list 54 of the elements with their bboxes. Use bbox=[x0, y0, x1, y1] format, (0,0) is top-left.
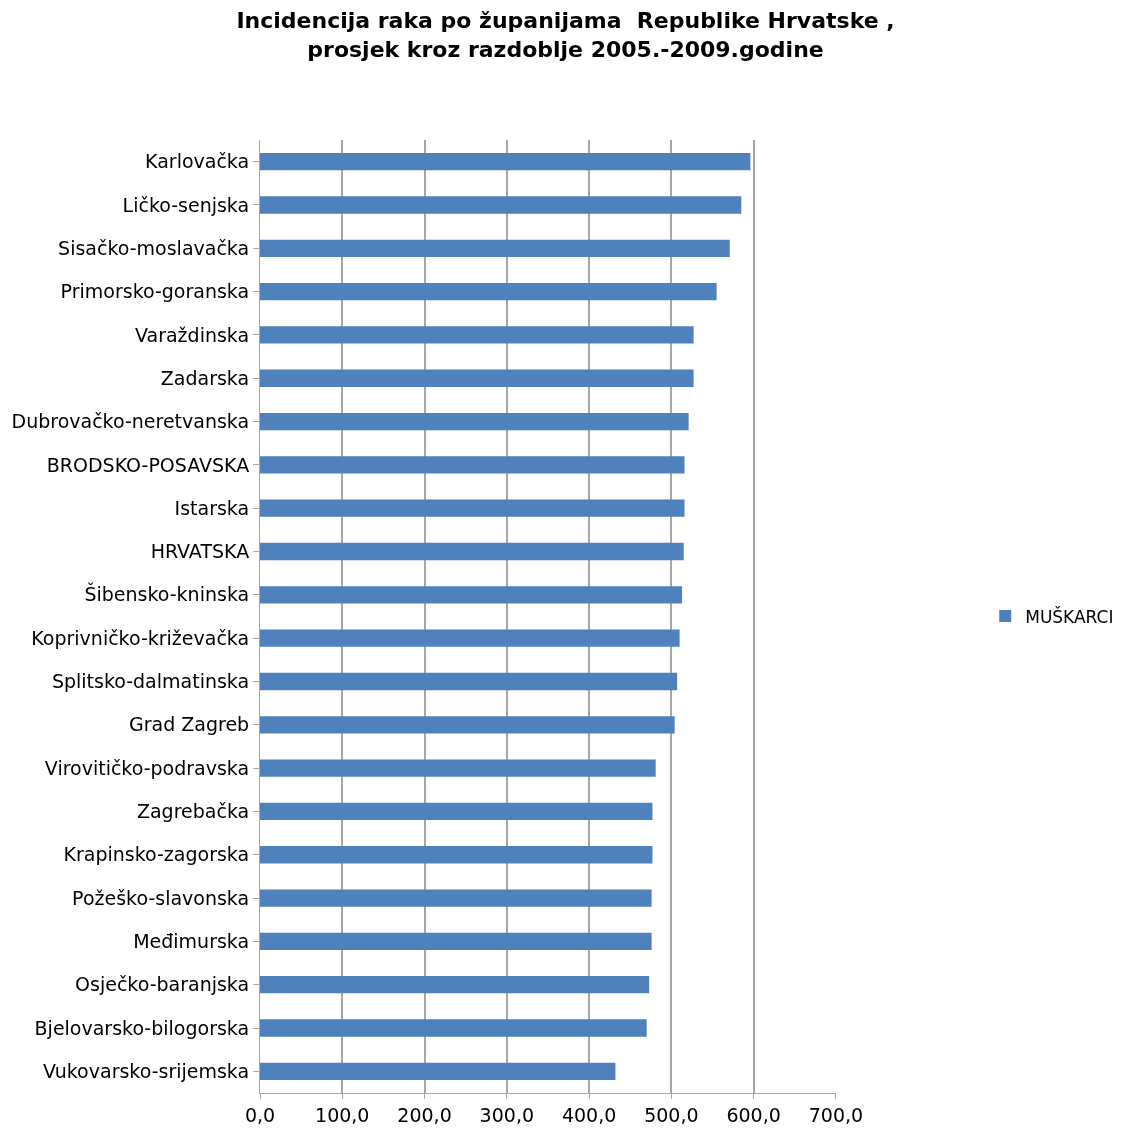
bar bbox=[260, 326, 694, 344]
bar bbox=[260, 412, 689, 431]
bar bbox=[260, 456, 685, 474]
y-tick-label: HRVATSKA bbox=[150, 540, 250, 563]
y-tick-label: Krapinsko-zagorska bbox=[63, 843, 250, 866]
y-tick-label: Osječko-baranjska bbox=[75, 973, 250, 996]
y-tick-label: Karlovačka bbox=[145, 150, 250, 173]
y-tick-label: Dubrovačko-neretvanska bbox=[11, 410, 250, 433]
bar bbox=[260, 196, 742, 214]
y-tick-label: Sisačko-moslavačka bbox=[58, 236, 250, 259]
bar bbox=[260, 802, 653, 821]
y-tick-label: Splitsko-dalmatinska bbox=[51, 670, 250, 693]
bar bbox=[260, 369, 694, 387]
bar bbox=[260, 542, 684, 561]
bar bbox=[260, 716, 675, 734]
y-tick-label: Koprivničko-križevačka bbox=[31, 626, 250, 649]
y-tick-label: Bjelovarsko-bilogorska bbox=[34, 1016, 250, 1039]
bar bbox=[260, 1062, 616, 1080]
x-tick-label: 400,0 bbox=[561, 1103, 617, 1126]
y-tick-label: BRODSKO-POSAVSKA bbox=[46, 453, 250, 476]
x-tick-label: 500,0 bbox=[644, 1103, 699, 1126]
bar bbox=[260, 846, 653, 864]
bar bbox=[260, 672, 678, 691]
bar bbox=[260, 1019, 647, 1037]
x-tick-label: 100,0 bbox=[315, 1103, 370, 1126]
y-tick-label: Varaždinska bbox=[135, 323, 250, 346]
y-tick-label: Virovitičko-podravska bbox=[44, 756, 250, 779]
x-tick-label: 300,0 bbox=[479, 1103, 535, 1126]
bar bbox=[260, 976, 650, 994]
bar bbox=[260, 759, 656, 777]
bar bbox=[260, 499, 685, 517]
bar bbox=[260, 629, 680, 647]
x-tick-label: 0,0 bbox=[244, 1103, 276, 1126]
bar bbox=[260, 889, 652, 907]
x-tick-label: 700,0 bbox=[808, 1103, 864, 1126]
bar bbox=[260, 586, 683, 604]
x-tick-label: 600,0 bbox=[726, 1103, 781, 1126]
y-tick-label: Požeško-slavonska bbox=[72, 886, 250, 909]
x-tick-label: 200,0 bbox=[397, 1103, 452, 1126]
chart-title: Incidencija raka po županijama Republike Hrvatske , prosjek kroz razdoblje 2005.-2009.godine bbox=[236, 8, 895, 63]
y-tick-label: Šibensko-kninska bbox=[84, 582, 250, 606]
y-tick-label: Istarska bbox=[174, 496, 250, 519]
y-tick-label: Ličko-senjska bbox=[122, 193, 250, 216]
bar bbox=[260, 282, 717, 301]
bar bbox=[260, 932, 652, 951]
legend-label: MUŠKARCI bbox=[1025, 605, 1114, 627]
y-tick-label: Zadarska bbox=[160, 366, 250, 389]
y-tick-label: Međimurska bbox=[133, 930, 250, 953]
y-tick-label: Zagrebačka bbox=[136, 800, 250, 823]
y-tick-label: Vukovarsko-srijemska bbox=[43, 1059, 250, 1082]
y-tick-label: Primorsko-goranska bbox=[60, 280, 250, 303]
bar bbox=[260, 239, 730, 257]
y-tick-label: Grad Zagreb bbox=[129, 713, 250, 736]
bar bbox=[260, 153, 751, 171]
